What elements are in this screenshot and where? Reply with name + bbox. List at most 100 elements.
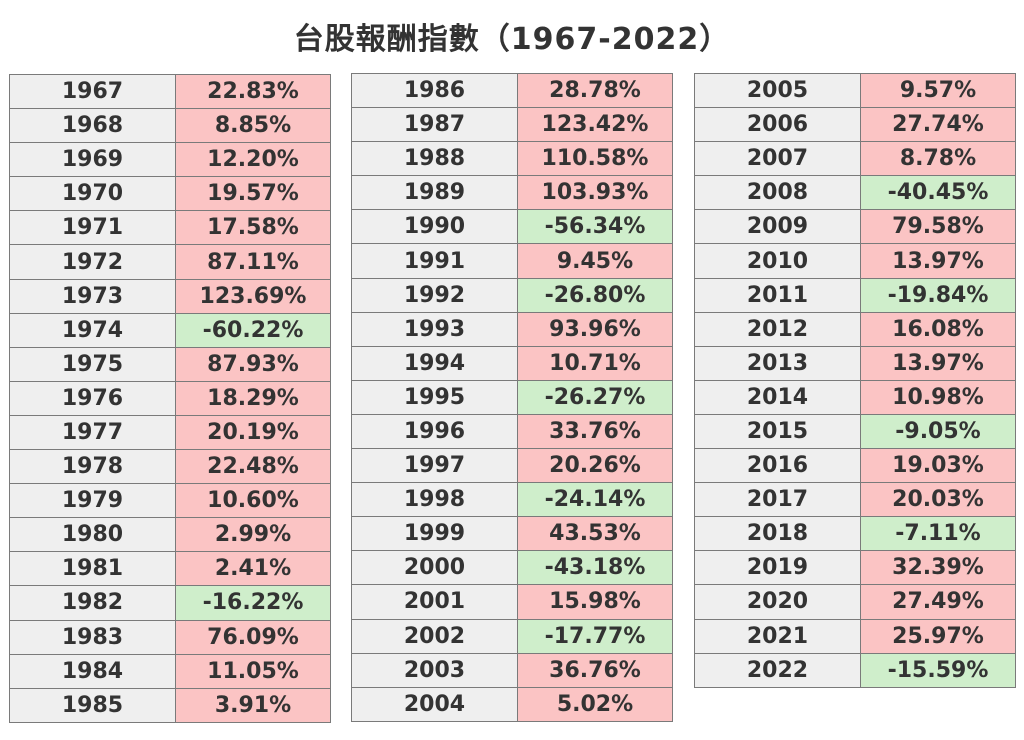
return-cell: 2.99% bbox=[175, 517, 331, 553]
return-cell: 10.60% bbox=[175, 483, 331, 519]
year-cell: 2015 bbox=[694, 413, 861, 450]
return-cell: -7.11% bbox=[860, 516, 1016, 552]
table-row: 2011 -19.84% bbox=[694, 277, 1016, 313]
year-cell: 1982 bbox=[9, 585, 176, 621]
return-cell: 17.58% bbox=[175, 210, 331, 246]
year-cell: 2016 bbox=[694, 448, 861, 484]
return-cell: 93.96% bbox=[517, 311, 673, 347]
table-row: 1984 11.05% bbox=[9, 653, 331, 689]
chart-title: 台股報酬指數（1967-2022） bbox=[293, 22, 731, 57]
table-row: 1987 123.42% bbox=[351, 107, 673, 143]
year-cell: 1978 bbox=[9, 449, 176, 485]
return-cell: 12.20% bbox=[175, 142, 331, 178]
year-cell: 1971 bbox=[9, 210, 176, 246]
return-cell: 25.97% bbox=[860, 618, 1016, 654]
return-cell: 5.02% bbox=[517, 686, 673, 722]
table-row: 2012 16.08% bbox=[694, 311, 1016, 347]
table-row: 2008 -40.45% bbox=[694, 175, 1016, 211]
return-cell: -26.80% bbox=[517, 277, 673, 313]
return-cell: -43.18% bbox=[517, 550, 673, 586]
year-cell: 1985 bbox=[9, 687, 176, 723]
return-cell: -9.05% bbox=[860, 413, 1016, 450]
return-cell: 20.03% bbox=[860, 482, 1016, 518]
year-cell: 2002 bbox=[351, 618, 518, 654]
return-cell: 20.26% bbox=[517, 448, 673, 484]
table-row: 2014 10.98% bbox=[694, 379, 1016, 415]
year-cell: 1999 bbox=[351, 516, 518, 552]
year-cell: 1987 bbox=[351, 107, 518, 143]
year-cell: 2000 bbox=[351, 550, 518, 586]
year-cell: 1972 bbox=[9, 244, 176, 280]
return-cell: 27.49% bbox=[860, 584, 1016, 620]
return-cell: 33.76% bbox=[517, 413, 673, 450]
table-row: 1968 8.85% bbox=[9, 108, 331, 144]
return-cell: 20.19% bbox=[175, 414, 331, 451]
return-cell: 22.83% bbox=[175, 73, 331, 110]
table-row: 2015 -9.05% bbox=[694, 413, 1016, 450]
year-cell: 1969 bbox=[9, 142, 176, 178]
year-cell: 2011 bbox=[694, 277, 861, 313]
year-cell: 2019 bbox=[694, 550, 861, 586]
year-cell: 1991 bbox=[351, 243, 518, 279]
return-cell: 10.98% bbox=[860, 379, 1016, 415]
table-row: 2020 27.49% bbox=[694, 584, 1016, 620]
table-row: 1986 28.78% bbox=[351, 72, 673, 109]
year-cell: 1973 bbox=[9, 278, 176, 314]
year-cell: 1993 bbox=[351, 311, 518, 347]
table-row: 1967 22.83% bbox=[9, 73, 331, 110]
year-cell: 1967 bbox=[9, 73, 176, 110]
table-row: 2022 -15.59% bbox=[694, 652, 1016, 688]
year-cell: 2014 bbox=[694, 379, 861, 415]
year-cell: 2004 bbox=[351, 686, 518, 722]
return-cell: 16.08% bbox=[860, 311, 1016, 347]
year-cell: 1996 bbox=[351, 413, 518, 450]
return-cell: 79.58% bbox=[860, 209, 1016, 245]
table-row: 1993 93.96% bbox=[351, 311, 673, 347]
table-row: 1989 103.93% bbox=[351, 175, 673, 211]
year-cell: 2012 bbox=[694, 311, 861, 347]
table-row: 1999 43.53% bbox=[351, 516, 673, 552]
return-cell: 36.76% bbox=[517, 652, 673, 688]
return-cell: 28.78% bbox=[517, 72, 673, 109]
return-cell: 15.98% bbox=[517, 584, 673, 620]
table-row: 2005 9.57% bbox=[694, 72, 1016, 109]
table-row: 1992 -26.80% bbox=[351, 277, 673, 313]
year-cell: 2001 bbox=[351, 584, 518, 620]
year-cell: 2017 bbox=[694, 482, 861, 518]
return-cell: 2.41% bbox=[175, 551, 331, 587]
table-row: 1997 20.26% bbox=[351, 448, 673, 484]
return-cell: 8.78% bbox=[860, 141, 1016, 177]
return-cell: -15.59% bbox=[860, 652, 1016, 688]
table-row: 2000 -43.18% bbox=[351, 550, 673, 586]
table-row: 2010 13.97% bbox=[694, 243, 1016, 279]
table-row: 2003 36.76% bbox=[351, 652, 673, 688]
year-cell: 1995 bbox=[351, 379, 518, 415]
table-row: 1988 110.58% bbox=[351, 141, 673, 177]
return-cell: 32.39% bbox=[860, 550, 1016, 586]
year-cell: 1994 bbox=[351, 345, 518, 381]
year-cell: 1979 bbox=[9, 483, 176, 519]
table-row: 2021 25.97% bbox=[694, 618, 1016, 654]
return-cell: 11.05% bbox=[175, 653, 331, 689]
year-cell: 1980 bbox=[9, 517, 176, 553]
year-cell: 1984 bbox=[9, 653, 176, 689]
return-cell: -40.45% bbox=[860, 175, 1016, 211]
table-row: 1974 -60.22% bbox=[9, 312, 331, 348]
year-cell: 1981 bbox=[9, 551, 176, 587]
table-row: 1983 76.09% bbox=[9, 619, 331, 655]
return-cell: 19.57% bbox=[175, 176, 331, 212]
table-row: 1978 22.48% bbox=[9, 449, 331, 485]
table-row: 2019 32.39% bbox=[694, 550, 1016, 586]
year-cell: 2009 bbox=[694, 209, 861, 245]
year-cell: 1983 bbox=[9, 619, 176, 655]
table-row: 1982 -16.22% bbox=[9, 585, 331, 621]
return-cell: -56.34% bbox=[517, 209, 673, 245]
return-cell: 9.57% bbox=[860, 72, 1016, 109]
return-cell: 10.71% bbox=[517, 345, 673, 381]
year-cell: 1974 bbox=[9, 312, 176, 348]
year-cell: 2005 bbox=[694, 72, 861, 109]
year-cell: 1988 bbox=[351, 141, 518, 177]
table-row: 2007 8.78% bbox=[694, 141, 1016, 177]
year-cell: 1970 bbox=[9, 176, 176, 212]
return-cell: 19.03% bbox=[860, 448, 1016, 484]
